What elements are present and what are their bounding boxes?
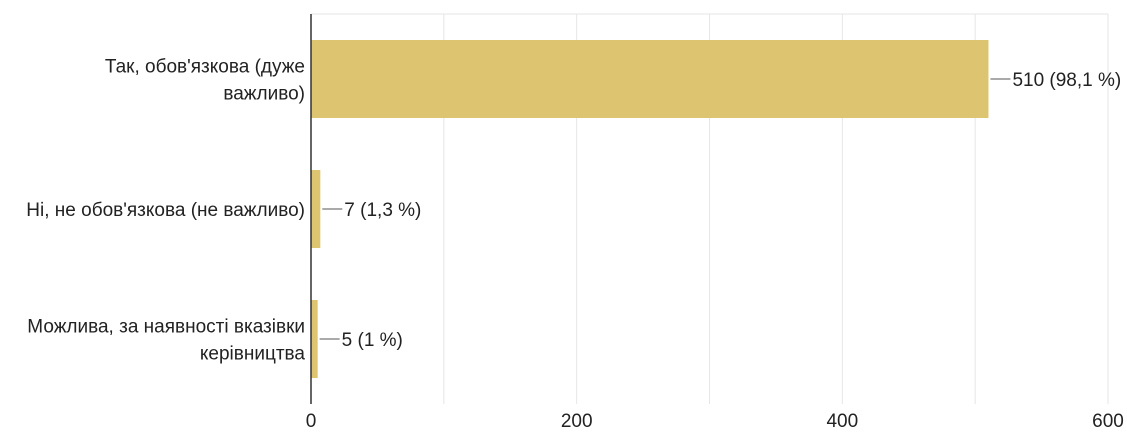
x-tick-label: 200 — [561, 411, 593, 432]
category-label: Можлива, за наявності вказівки керівництв… — [27, 317, 305, 365]
category-label-line: Ні, не обов'язкова (не важливо) — [26, 200, 305, 221]
x-tick-label: 600 — [1092, 411, 1124, 432]
category-label-line: Можлива, за наявності вказівки — [27, 317, 305, 338]
category-label-line: важливо) — [223, 84, 305, 105]
data-label: 7 (1,3 %) — [344, 200, 421, 221]
bar — [311, 170, 321, 248]
axis-layer: 0 200 400 600 — [306, 14, 1124, 432]
category-label-line: Так, обов'язкова (дуже — [105, 57, 305, 78]
category-label: Ні, не обов'язкова (не важливо) — [26, 200, 305, 221]
bar — [311, 40, 989, 118]
x-tick-label: 0 — [306, 411, 317, 432]
data-label: 510 (98,1 %) — [1012, 70, 1121, 91]
category-label: Так, обов'язкова (дуже важливо) — [105, 57, 305, 105]
data-label: 5 (1 %) — [342, 330, 403, 351]
labels-layer: 510 (98,1 %) Так, обов'язкова (дуже важлив… — [26, 57, 1121, 365]
bars-layer — [311, 40, 989, 378]
bar — [311, 300, 318, 378]
x-tick-label: 400 — [826, 411, 858, 432]
category-label-line: керівництва — [200, 344, 306, 365]
